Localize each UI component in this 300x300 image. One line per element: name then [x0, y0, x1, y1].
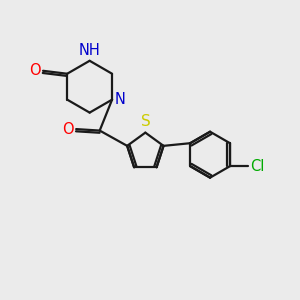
Text: S: S: [141, 114, 151, 129]
Text: NH: NH: [79, 43, 100, 58]
Text: Cl: Cl: [250, 159, 264, 174]
Text: O: O: [29, 63, 41, 78]
Text: N: N: [114, 92, 125, 107]
Text: O: O: [62, 122, 74, 136]
